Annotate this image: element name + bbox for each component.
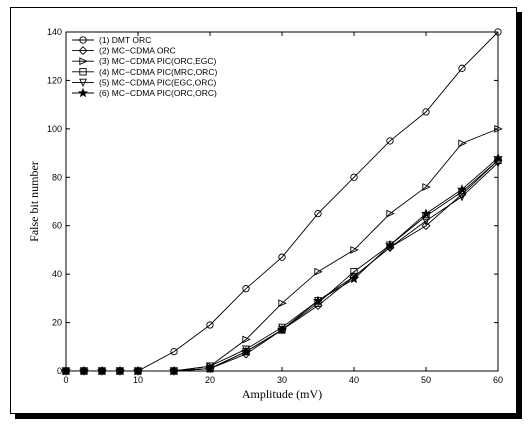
data-point [78,365,90,376]
legend-label: (4) MC−CDMA PIC(MRC,ORC) [99,67,217,77]
data-point [494,124,503,133]
legend-marker [78,46,88,56]
data-point [132,365,144,376]
series-line [66,160,499,372]
series-group [60,28,504,376]
data-point [493,155,503,165]
data-point [386,209,395,218]
data-point [114,365,126,376]
data-point [350,272,358,282]
series-line [66,162,499,372]
data-point [242,335,251,344]
data-point [494,28,502,36]
legend-marker [79,36,87,44]
data-point [314,267,323,276]
y-tick-label: 0 [57,366,62,376]
figure-frame [10,7,517,414]
data-point [206,321,214,329]
legend-entry: (3) MC−CDMA PIC(ORC,EGC) [72,56,217,66]
data-point [458,64,466,72]
x-axis-label: Amplitude (mV) [242,387,322,401]
data-point [242,285,250,293]
y-tick-label: 40 [52,269,62,279]
series-line [66,160,499,372]
y-tick-label: 80 [52,172,62,182]
legend-marker [79,57,88,66]
y-axis-label: False bit number [27,161,41,242]
legend-label: (5) MC−CDMA PIC(EGC,ORC) [99,77,217,87]
legend-entry: (2) MC−CDMA ORC [72,46,176,56]
data-point [242,345,250,354]
legend: (1) DMT ORC(2) MC−CDMA ORC(3) MC−CDMA PI… [72,35,217,98]
series-3 [62,124,503,375]
data-point [278,253,286,261]
legend-entry: (6) MC−CDMA PIC(ORC,ORC) [72,87,217,98]
x-tick-label: 30 [277,375,287,385]
data-point [386,137,394,145]
data-point [421,221,431,231]
legend-label: (3) MC−CDMA PIC(ORC,EGC) [99,56,217,66]
legend-label: (2) MC−CDMA ORC [99,46,176,56]
data-point [456,184,468,194]
data-point [384,239,396,250]
data-point [312,295,324,306]
legend-marker [79,78,87,88]
data-point [168,365,180,376]
legend-marker [77,87,89,98]
series-line [66,128,499,372]
data-point [204,363,216,373]
data-point [422,217,430,226]
data-point [350,173,358,181]
data-point [422,183,431,191]
x-tick-label: 10 [133,375,143,385]
y-tick-label: 100 [47,124,62,134]
series-line [66,157,499,372]
data-point [422,108,430,116]
data-point [170,347,178,356]
data-point [458,139,467,148]
x-tick-label: 40 [349,375,359,385]
data-point [60,365,72,376]
data-point [458,193,466,202]
legend-label: (1) DMT ORC [99,35,151,45]
data-point [278,323,286,333]
series-5 [62,159,502,376]
data-point [276,324,288,335]
x-tick-label: 50 [421,375,431,385]
series-6 [60,152,504,376]
data-point [96,365,108,376]
data-point [492,152,504,163]
x-tick-label: 0 [63,375,68,385]
legend-entry: (5) MC−CDMA PIC(EGC,ORC) [72,77,217,87]
series-4 [62,156,502,375]
series-2 [61,155,503,376]
data-point [278,299,287,308]
data-point [206,362,214,371]
data-point [314,209,322,218]
legend-marker [79,68,87,76]
data-point [420,208,432,218]
x-tick-label: 20 [205,375,215,385]
legend-entry: (1) DMT ORC [72,35,151,45]
y-tick-label: 140 [47,27,62,37]
y-tick-label: 20 [52,318,62,328]
y-tick-label: 60 [52,221,62,231]
data-point [348,273,360,284]
data-point [350,246,359,254]
x-tick-label: 60 [493,375,503,385]
legend-entry: (4) MC−CDMA PIC(MRC,ORC) [72,67,217,77]
data-point [240,346,252,356]
y-tick-label: 120 [47,75,62,85]
legend-label: (6) MC−CDMA PIC(ORC,ORC) [99,88,217,98]
